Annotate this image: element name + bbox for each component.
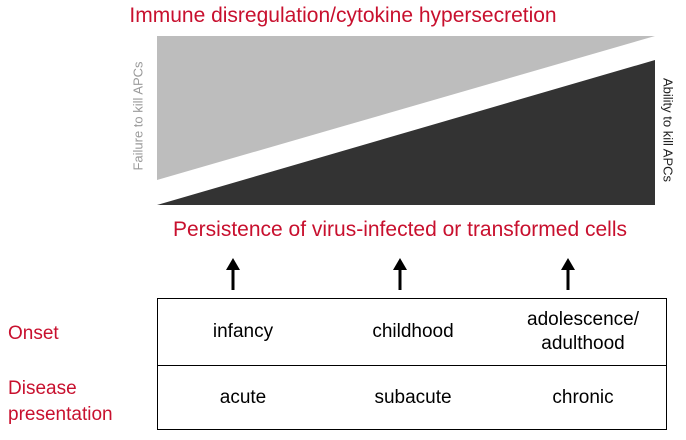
failure-to-kill-label: Failure to kill APCs	[130, 61, 146, 171]
arrows	[226, 258, 575, 290]
cell-infancy: infancy	[212, 321, 274, 343]
onset-table: infancy childhood adolescence/ adulthood…	[157, 298, 667, 430]
cell-chronic: chronic	[552, 387, 614, 409]
ability-triangle	[157, 60, 655, 205]
up-arrow	[393, 258, 407, 290]
cell-childhood: childhood	[372, 321, 454, 343]
ability-to-kill-label: Ability to kill APCs	[660, 77, 676, 183]
cell-adolescence-adulthood: adolescence/ adulthood	[527, 309, 639, 354]
middle-title: Persistence of virus-infected or transfo…	[172, 218, 627, 241]
failure-triangle	[157, 36, 655, 180]
table-divider	[158, 365, 666, 366]
top-title: Immune disregulation/cytokine hypersecre…	[129, 4, 557, 27]
cell-subacute: subacute	[374, 387, 452, 409]
row-label-disease-presentation: Disease presentation	[8, 378, 113, 425]
up-arrow	[561, 258, 575, 290]
up-arrow	[226, 258, 240, 290]
cell-acute: acute	[219, 387, 267, 409]
row-label-onset: Onset	[8, 323, 59, 344]
